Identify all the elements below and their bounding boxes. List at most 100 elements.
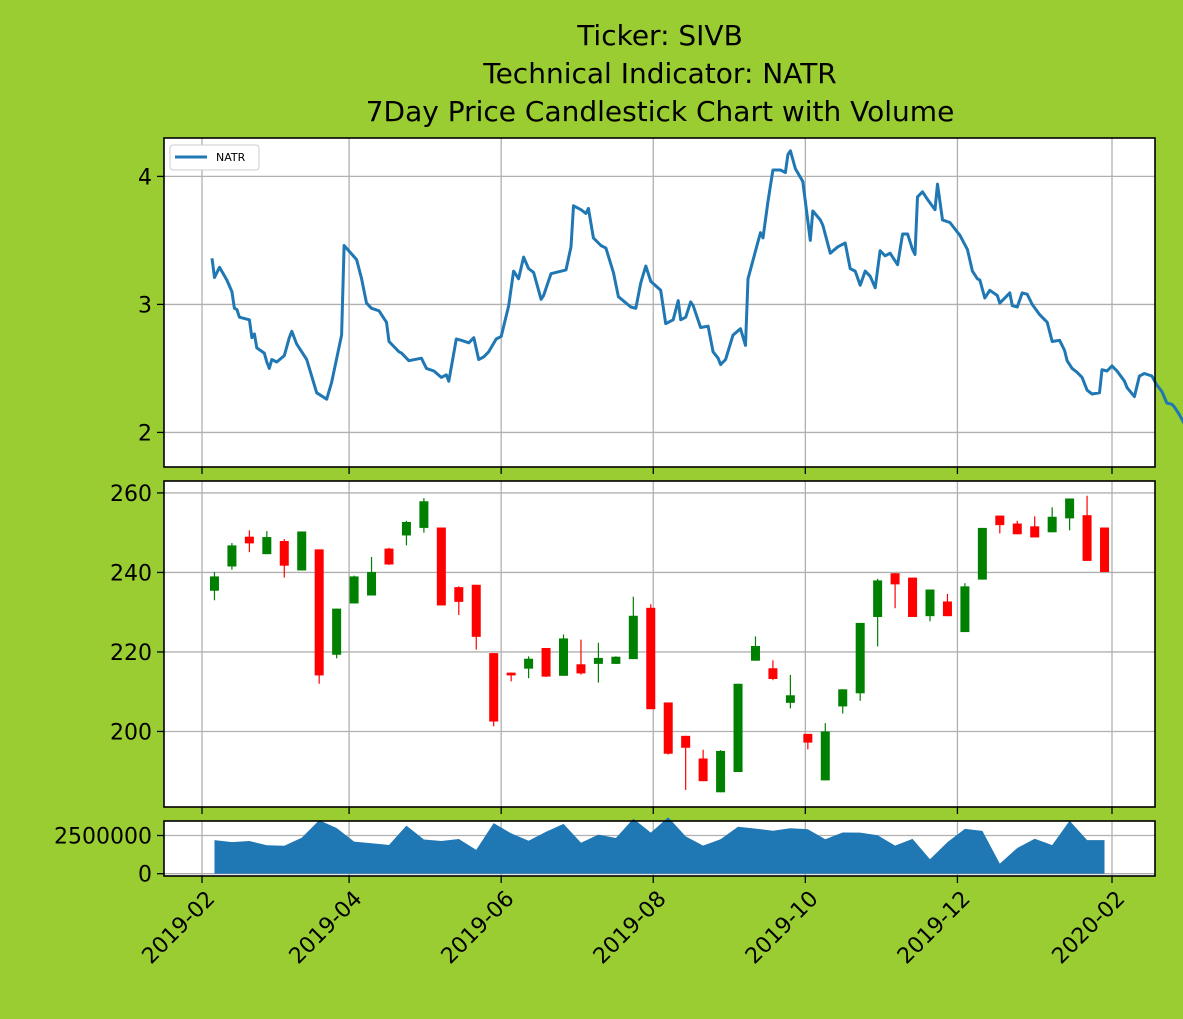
candle-body: [750, 645, 760, 661]
candle: [995, 515, 1005, 534]
candle: [1065, 498, 1075, 531]
candle: [1047, 507, 1057, 533]
candle: [855, 622, 865, 701]
candle-body: [262, 537, 272, 555]
x-tick-label: 2019-04: [285, 887, 368, 970]
candle: [698, 749, 708, 782]
candle: [890, 573, 900, 609]
candle: [1082, 495, 1092, 561]
volume-ytick-label: 2500000: [54, 825, 152, 850]
candle-body: [925, 589, 935, 617]
candle-body: [559, 638, 569, 676]
candle: [314, 549, 324, 684]
candle-body: [576, 664, 586, 674]
candle: [209, 572, 219, 601]
candle: [367, 556, 377, 596]
candle: [838, 689, 848, 714]
candle: [227, 543, 237, 570]
price-ytick-label: 240: [110, 561, 152, 586]
candle: [733, 683, 743, 773]
candle: [384, 547, 394, 565]
candle: [803, 733, 813, 750]
candle: [262, 531, 272, 555]
candle-body: [454, 587, 464, 602]
candle-body: [1100, 527, 1110, 573]
candle: [332, 608, 342, 659]
candle: [716, 750, 726, 793]
candle-body: [646, 607, 656, 710]
candle-body: [349, 576, 359, 604]
candle: [925, 589, 935, 622]
candle: [785, 675, 795, 709]
candle-body: [506, 672, 516, 676]
candle-body: [1065, 498, 1075, 519]
legend: NATR: [169, 144, 260, 171]
candle-body: [209, 576, 219, 591]
candle-body: [367, 572, 377, 596]
title-line-1: Ticker: SIVB: [576, 19, 743, 52]
candle-body: [873, 580, 883, 617]
candle: [349, 575, 359, 604]
natr-panel: 2 3 4 NATR: [138, 137, 1183, 474]
candle: [628, 596, 638, 660]
x-tick-label: 2019-12: [893, 887, 976, 970]
candle-body: [838, 689, 848, 707]
candle-body: [908, 577, 918, 617]
candle-body: [436, 527, 446, 606]
candle-body: [541, 647, 551, 677]
candle-body: [314, 549, 324, 676]
candle-body: [942, 601, 952, 617]
candle: [244, 530, 254, 553]
candle: [279, 539, 289, 578]
natr-ytick-label: 4: [138, 165, 152, 190]
candle: [908, 577, 918, 617]
candle: [419, 498, 429, 533]
candle-body: [332, 608, 342, 655]
candle: [524, 656, 534, 679]
candle-body: [890, 573, 900, 585]
candle-body: [663, 702, 673, 754]
candle-body: [1030, 526, 1040, 538]
natr-background: [164, 138, 1155, 467]
candle: [681, 735, 691, 790]
candle: [960, 583, 970, 633]
price-ytick-label: 260: [110, 482, 152, 507]
candle: [401, 520, 411, 546]
candle-body: [855, 622, 865, 694]
x-axis: 2019-02 2019-04 2019-06 2019-08 2019-10 2019-…: [138, 887, 1131, 970]
candle-body: [960, 586, 970, 633]
price-candlestick-panel: 200 220 240 260: [110, 480, 1156, 814]
candle-body: [628, 615, 638, 660]
candle-body: [1012, 523, 1022, 535]
candle-body: [698, 758, 708, 782]
candle-body: [733, 683, 743, 773]
price-background: [164, 481, 1155, 807]
candle-body: [593, 657, 603, 664]
candle: [611, 656, 621, 664]
x-tick-label: 2019-06: [437, 887, 520, 970]
candle-body: [471, 584, 481, 637]
candle: [646, 604, 656, 710]
candle-body: [977, 527, 987, 580]
price-ytick-label: 220: [110, 641, 152, 666]
legend-label: NATR: [216, 151, 246, 164]
candle: [873, 578, 883, 647]
candle-body: [524, 658, 534, 669]
candle-body: [297, 531, 307, 571]
candle: [559, 634, 569, 676]
natr-ytick-label: 2: [138, 421, 152, 446]
chart-title: Ticker: SIVB Technical Indicator: NATR 7…: [366, 19, 955, 128]
candle: [1100, 527, 1110, 573]
candle-body: [489, 653, 499, 722]
legend-box: [169, 144, 260, 171]
natr-border: [163, 137, 1156, 468]
candle-body: [244, 536, 254, 544]
candle-body: [785, 695, 795, 703]
candle: [576, 639, 586, 675]
candle-body: [1047, 516, 1057, 533]
candle: [454, 586, 464, 615]
candle-body: [227, 545, 237, 567]
price-border: [163, 480, 1156, 808]
candle: [489, 653, 499, 727]
